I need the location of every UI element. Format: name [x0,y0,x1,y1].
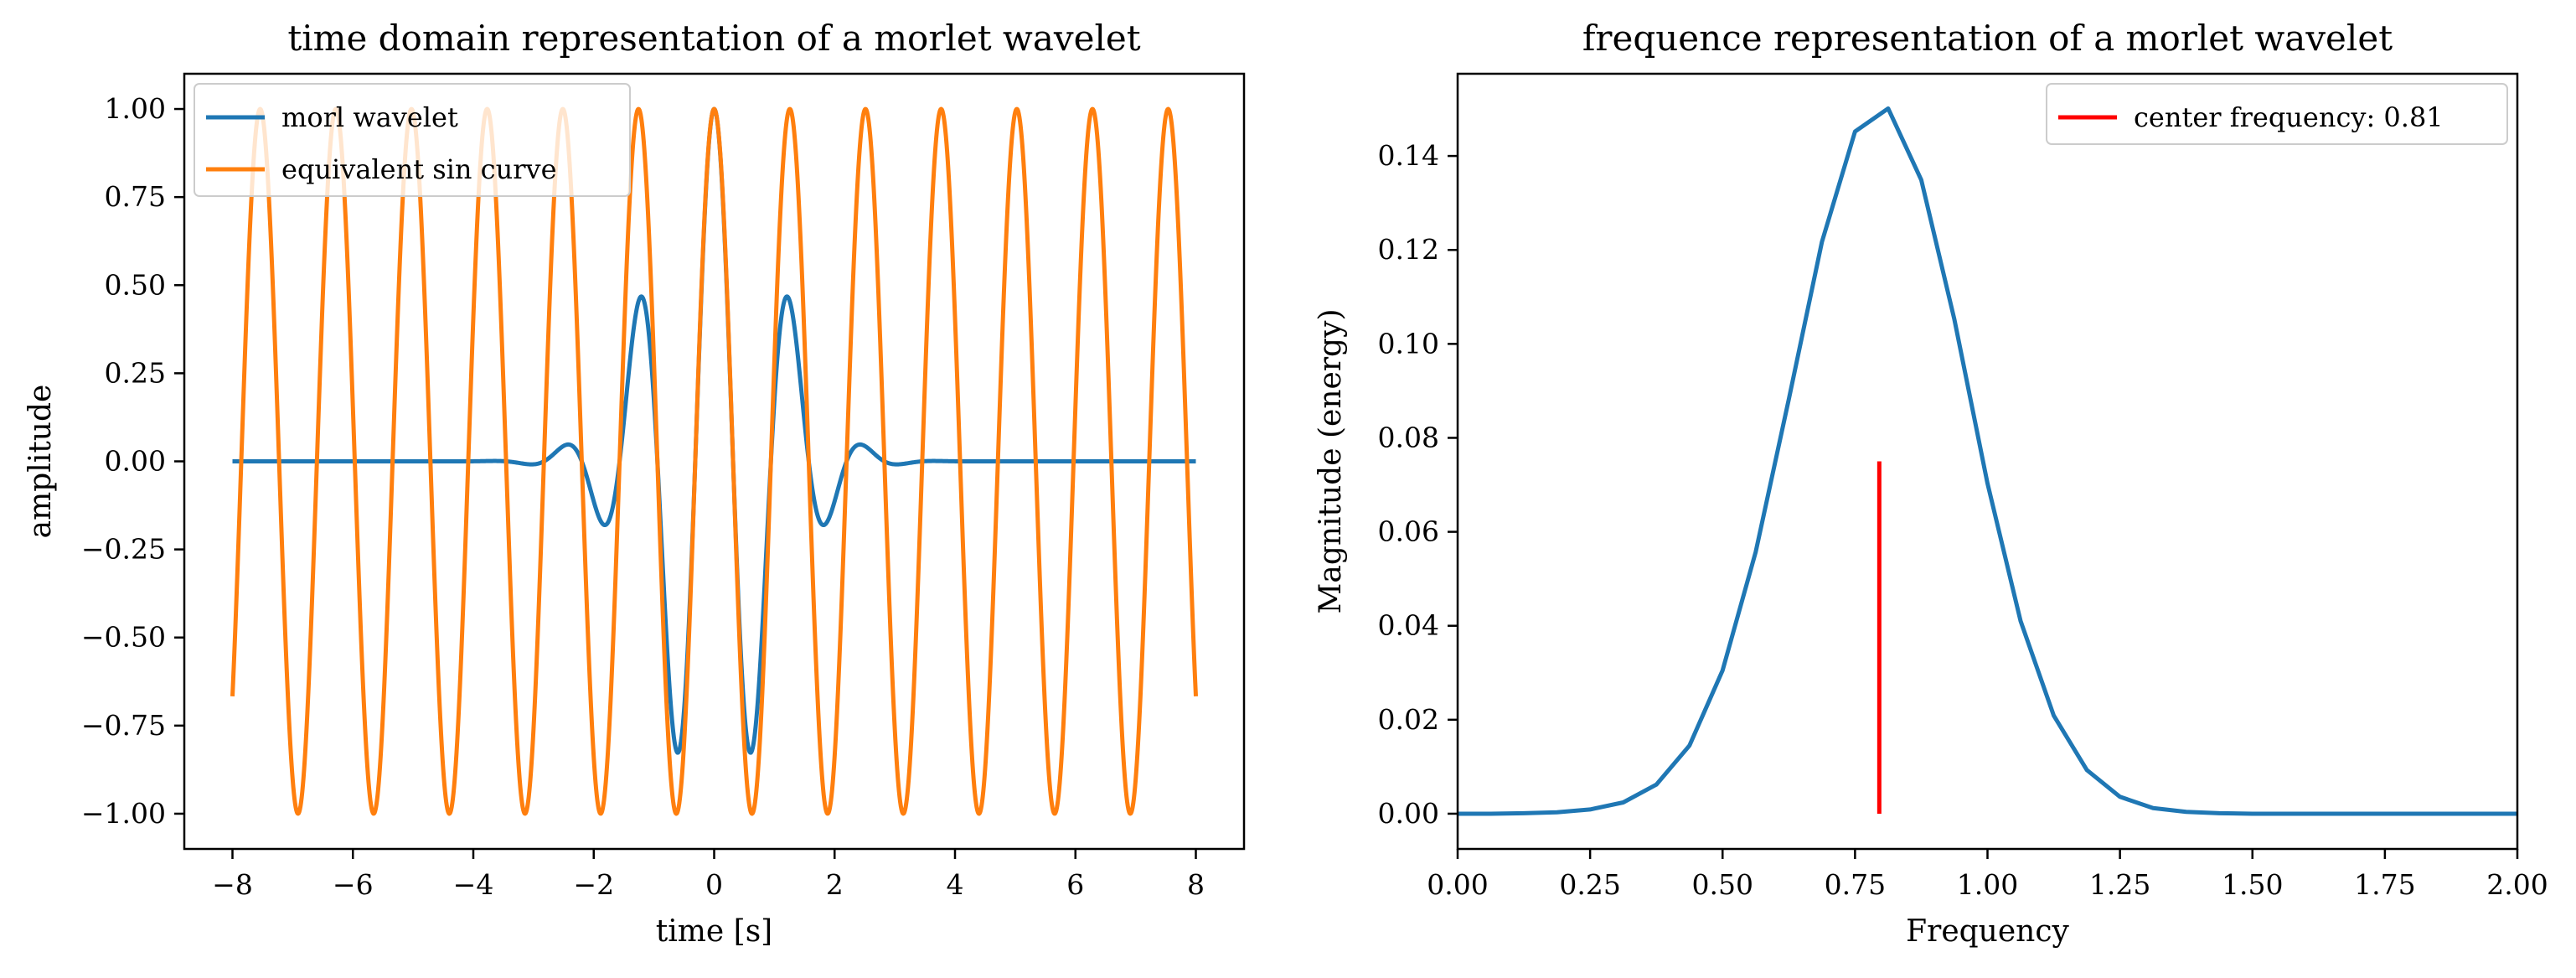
y-tick-label: 1.00 [105,92,166,125]
legend-box [194,83,631,197]
y-tick-label: −0.50 [81,621,166,654]
y-tick-label: 0.02 [1378,703,1439,736]
x-tick-label: −8 [212,868,253,901]
y-tick-label: −1.00 [81,797,166,830]
x-tick-label: −4 [453,868,494,901]
y-tick-label: 0.06 [1378,515,1439,548]
legend-label: center frequency: 0.81 [2134,101,2444,133]
y-tick-label: −0.75 [81,709,166,742]
x-tick-label: 1.00 [1957,868,2018,901]
y-axis-label: amplitude [23,385,58,539]
y-axis-label: Magnitude (energy) [1314,309,1348,614]
y-tick-label: 0.00 [1378,797,1439,830]
x-tick-label: 0.75 [1825,868,1886,901]
y-tick-label: −0.25 [81,533,166,566]
series-line-equivalent-sin-curve [230,106,1198,816]
x-tick-label: 2 [826,868,844,901]
y-tick-label: 0.04 [1378,609,1439,642]
legend: center frequency: 0.81 [2046,83,2508,145]
y-tick-label: 0.00 [105,445,166,478]
time-domain-chart: −8 −6 −4 −2 0 2 4 6 8 −1.00 −0.75 −0.50 −0.25 0.00 0.2… [23,18,1246,949]
y-tick-label: 0.14 [1378,139,1439,172]
plot-area [230,106,1198,816]
y-tick-label: 0.08 [1378,421,1439,453]
series-line-spectrum [1458,106,2517,816]
legend-label: morl wavelet [281,101,458,133]
y-tick-label: 0.12 [1378,233,1439,266]
x-tick-label: 4 [947,868,964,901]
x-tick-label: 0.50 [1692,868,1753,901]
plot-area [1458,106,2517,816]
y-tick-label: 0.10 [1378,327,1439,360]
legend-label: equivalent sin curve [281,153,557,185]
x-tick-label: 0.00 [1427,868,1488,901]
x-tick-label: −6 [333,868,374,901]
y-tick-label: 0.50 [105,268,166,301]
frequency-domain-chart: 0.00 0.25 0.50 0.75 1.00 1.25 1.50 1.75 2.00 0.00… [1314,18,2548,949]
x-tick-label: −2 [573,868,614,901]
legend-box [2046,83,2508,145]
chart-title: time domain representation of a morlet w… [287,18,1140,59]
x-axis-label: time [s] [656,914,772,949]
x-tick-label: 0.25 [1559,868,1620,901]
legend: morl wavelet equivalent sin curve [194,83,631,197]
x-tick-label: 1.75 [2354,868,2415,901]
y-tick-label: 0.75 [105,180,166,213]
x-axis-label: Frequency [1906,914,2069,949]
x-tick-label: 2.00 [2486,868,2548,901]
x-tick-label: 1.50 [2222,868,2283,901]
chart-title: frequence representation of a morlet wav… [1582,18,2393,59]
x-tick-label: 8 [1187,868,1205,901]
x-tick-label: 1.25 [2089,868,2150,901]
y-tick-label: 0.25 [105,356,166,389]
x-tick-label: 6 [1066,868,1084,901]
x-tick-label: 0 [705,868,723,901]
